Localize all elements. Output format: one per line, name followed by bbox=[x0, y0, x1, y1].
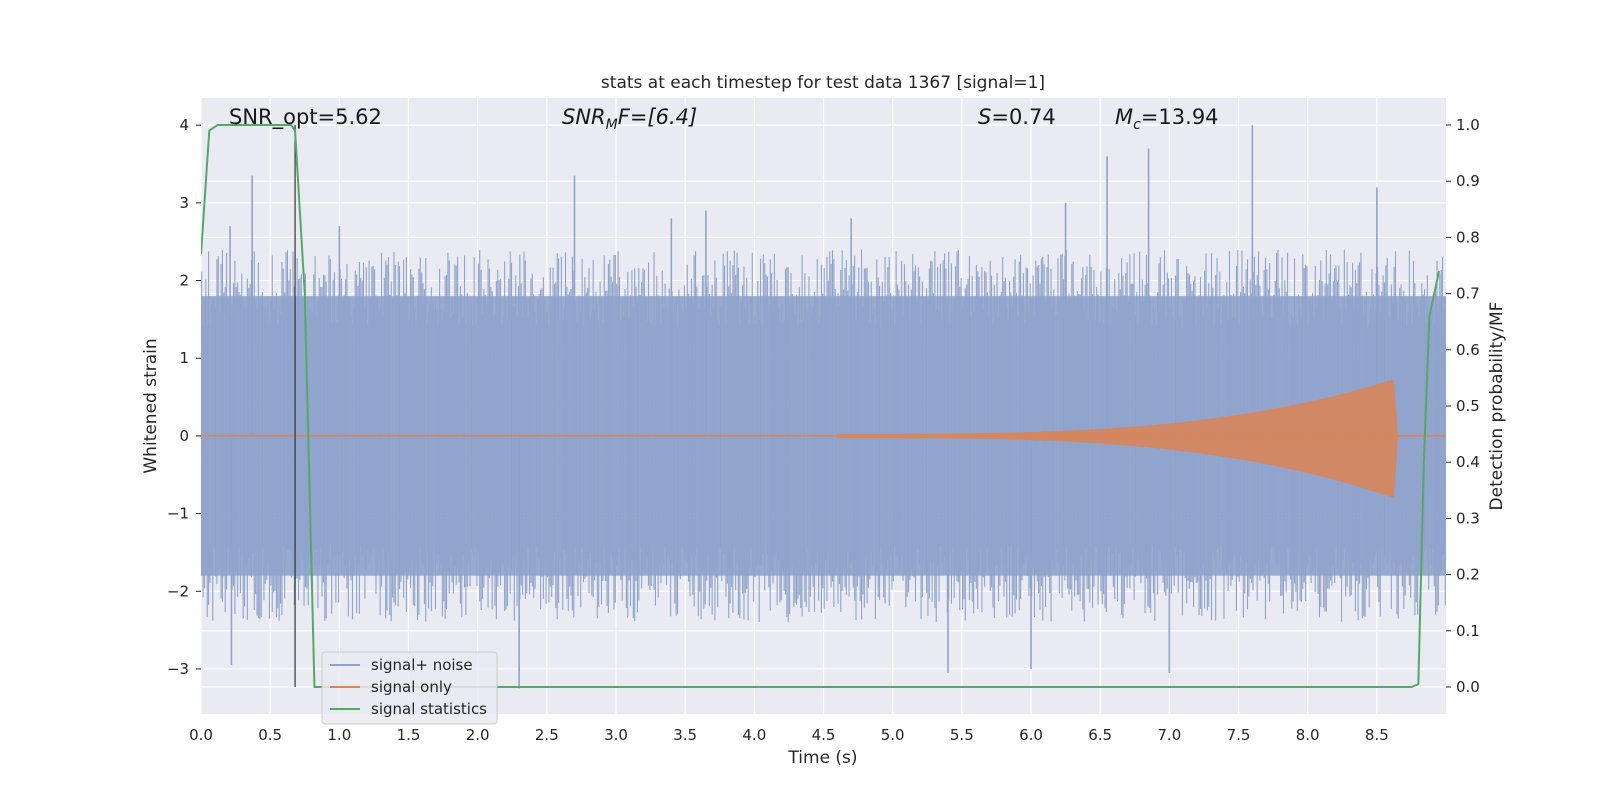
annotation-s-rest: =0.74 bbox=[991, 105, 1055, 129]
y-tick-label: 2 bbox=[179, 272, 189, 290]
legend-label-signal-only: signal only bbox=[371, 678, 452, 696]
annotation-mc-sub: c bbox=[1133, 117, 1141, 133]
annotation-s: S=0.74 bbox=[978, 105, 1056, 129]
annotation-s-base: S bbox=[978, 105, 991, 129]
y2-tick-label: 0.2 bbox=[1456, 566, 1480, 584]
x-tick-label: 6.0 bbox=[1019, 726, 1043, 744]
x-tick-label: 5.0 bbox=[881, 726, 905, 744]
x-tick-label: 3.5 bbox=[673, 726, 697, 744]
annotation-snr-mf-sub: M bbox=[606, 117, 618, 133]
y-axis-label: Whitened strain bbox=[141, 338, 161, 473]
legend: signal+ noise signal only signal statist… bbox=[321, 651, 498, 725]
x-tick-labels: 0.0 0.5 1.0 1.5 2.0 2.5 3.0 3.5 4.0 4.5 5.0 5.5 6.0 6… bbox=[189, 726, 1389, 744]
annotation-snr-mf-base: SNR bbox=[562, 105, 606, 129]
x-tick-label: 2.5 bbox=[535, 726, 559, 744]
y2-tick-label: 0.1 bbox=[1456, 622, 1480, 640]
x-tick-label: 7.5 bbox=[1227, 726, 1251, 744]
y2-tick-label: 0.6 bbox=[1456, 341, 1480, 359]
chart-title: stats at each timestep for test data 136… bbox=[601, 73, 1045, 93]
annotation-mc: Mc=13.94 bbox=[1115, 105, 1219, 133]
x-tick-label: 0.5 bbox=[258, 726, 282, 744]
y2-tick-label: 0.0 bbox=[1456, 678, 1480, 696]
x-tick-label: 5.5 bbox=[950, 726, 974, 744]
y2-tick-label: 0.9 bbox=[1456, 172, 1480, 190]
y2-tick-label: 0.5 bbox=[1456, 397, 1480, 415]
annotation-snr-mf-rest: F=[6.4] bbox=[618, 105, 697, 129]
x-tick-label: 1.5 bbox=[397, 726, 421, 744]
y2-tick-label: 0.8 bbox=[1456, 228, 1480, 246]
series-signal-only bbox=[836, 379, 1399, 499]
y-tick-label: 3 bbox=[179, 194, 189, 212]
y-tick-label: 1 bbox=[179, 349, 189, 367]
annotation-snr-mf: SNRMF=[6.4] bbox=[562, 105, 697, 133]
y2-tick-label: 1.0 bbox=[1456, 116, 1480, 134]
y-tick-label: 0 bbox=[179, 427, 189, 445]
y-tick-label: −2 bbox=[167, 582, 189, 600]
x-tick-label: 2.0 bbox=[466, 726, 490, 744]
x-tick-label: 6.5 bbox=[1088, 726, 1112, 744]
x-tick-label: 8.0 bbox=[1296, 726, 1320, 744]
legend-box bbox=[321, 651, 498, 725]
y2-tick-label: 0.3 bbox=[1456, 509, 1480, 527]
x-axis-label: Time (s) bbox=[787, 748, 857, 768]
annotation-snr-opt: SNR_opt=5.62 bbox=[229, 105, 382, 130]
annotation-mc-rest: =13.94 bbox=[1141, 105, 1219, 129]
y2-tick-label: 0.4 bbox=[1456, 453, 1480, 471]
y-tick-label: −3 bbox=[167, 660, 189, 678]
legend-label-signal-noise: signal+ noise bbox=[371, 656, 473, 674]
x-tick-label: 7.0 bbox=[1157, 726, 1181, 744]
y2-tick-labels: 1.0 0.9 0.8 0.7 0.6 0.5 0.4 0.3 0.2 0.1 0.0 bbox=[1446, 116, 1480, 696]
x-tick-label: 8.5 bbox=[1365, 726, 1389, 744]
y-tick-label: −1 bbox=[167, 505, 189, 523]
y2-axis-label: Detection probability/MF bbox=[1487, 302, 1507, 511]
x-tick-label: 0.0 bbox=[189, 726, 213, 744]
x-tick-label: 4.0 bbox=[742, 726, 766, 744]
series-signal-statistics bbox=[201, 123, 1441, 689]
y2-tick-label: 0.7 bbox=[1456, 285, 1480, 303]
x-tick-label: 3.0 bbox=[604, 726, 628, 744]
x-tick-label: 4.5 bbox=[812, 726, 836, 744]
y-tick-labels: 4 3 2 1 0 −1 −2 −3 bbox=[167, 116, 201, 678]
x-tick-label: 1.0 bbox=[327, 726, 351, 744]
legend-label-signal-statistics: signal statistics bbox=[371, 700, 487, 718]
annotation-mc-base: M bbox=[1115, 105, 1133, 129]
y-tick-label: 4 bbox=[179, 116, 189, 134]
series-signal-noise-spikes bbox=[201, 125, 1446, 689]
